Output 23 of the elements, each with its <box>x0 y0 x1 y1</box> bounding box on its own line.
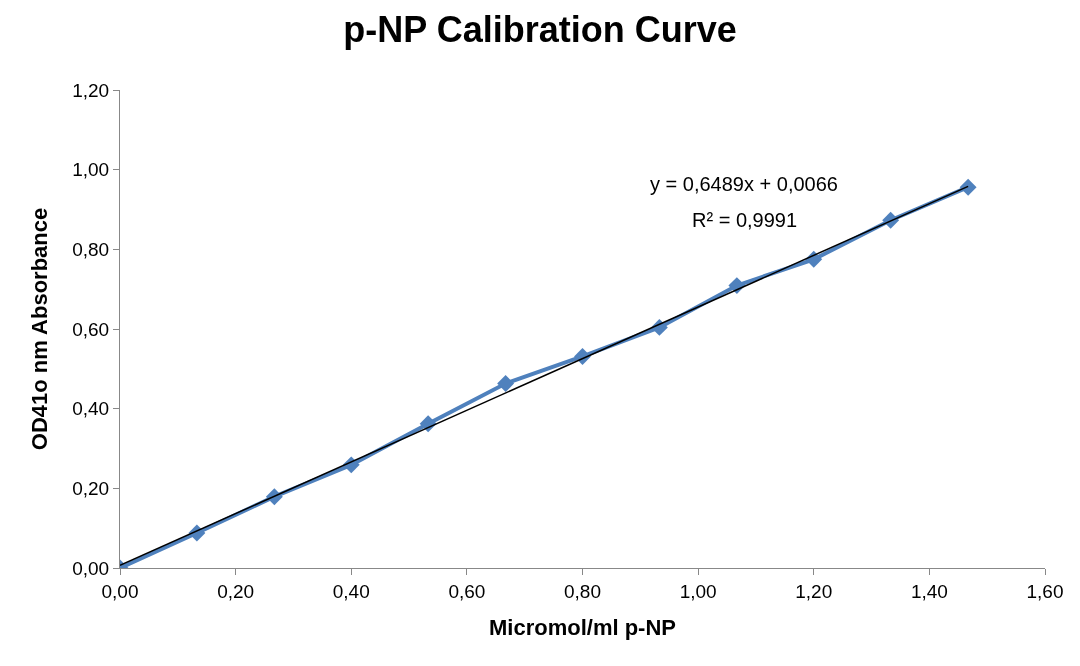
y-tick-label: 1,00 <box>72 159 110 181</box>
y-tick-label: 1,20 <box>72 79 110 101</box>
y-tick-label: 0,40 <box>72 398 110 420</box>
annotation: R² = 0,9991 <box>692 209 798 231</box>
x-tick-label: 1,40 <box>910 580 948 602</box>
x-tick-label: 0,00 <box>101 580 139 602</box>
annotation: y = 0,6489x + 0,0066 <box>650 173 838 195</box>
y-tick-label: 0,00 <box>72 557 110 579</box>
x-tick-label: 0,20 <box>217 580 255 602</box>
point <box>959 178 977 196</box>
point <box>497 375 515 393</box>
x-tick-label: 1,60 <box>1026 580 1064 602</box>
y-axis-title: OD41o nm Absorbance <box>27 207 53 451</box>
x-tick-label: 0,60 <box>448 580 486 602</box>
x-tick-label: 1,20 <box>795 580 833 602</box>
chart-title: p-NP Calibration Curve <box>343 8 737 50</box>
x-tick-label: 0,40 <box>332 580 370 602</box>
x-axis-title: Micromol/ml p-NP <box>488 614 677 640</box>
x-tick-label: 1,00 <box>679 580 717 602</box>
y-tick-label: 0,20 <box>72 477 110 499</box>
x-tick-label: 0,80 <box>564 580 601 602</box>
y-tick-label: 0,60 <box>72 318 110 340</box>
y-tick-label: 0,80 <box>72 238 110 260</box>
